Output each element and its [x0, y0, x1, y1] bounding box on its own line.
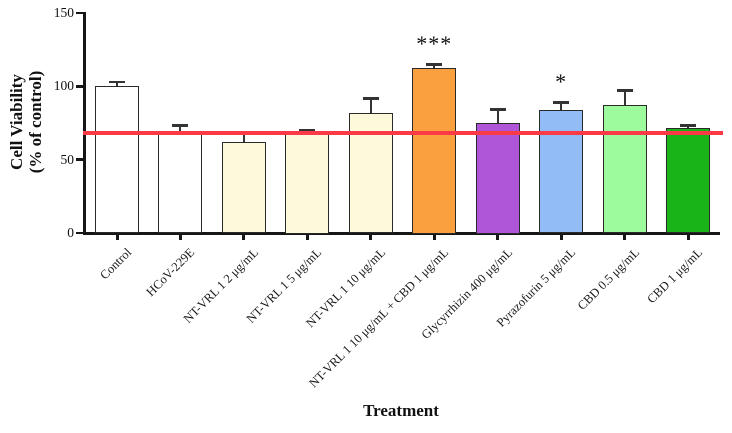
x-tick-mark — [115, 234, 119, 240]
x-tick-mark — [242, 234, 246, 240]
x-tick-mark — [496, 234, 500, 240]
error-bar-cap-pyrazofurin-5-g-ml — [553, 101, 570, 104]
error-bar-stem-hcov-229e — [179, 126, 182, 132]
y-tick-label: 100 — [53, 78, 74, 94]
error-bar-stem-cbd-0-5-g-ml — [623, 91, 626, 105]
significance-nt-vrl-1-10-g-ml-cbd-1-g-ml: *** — [416, 31, 453, 57]
x-axis-title: Treatment — [363, 401, 439, 420]
y-tick-mark — [76, 231, 83, 235]
x-tick-mark — [686, 234, 690, 240]
bar-nt-vrl-1-5-g-ml — [285, 134, 330, 234]
error-bar-stem-control — [116, 82, 118, 87]
error-bar-cap-cbd-1-g-ml — [680, 124, 697, 127]
y-tick-mark — [76, 85, 83, 88]
bar-nt-vrl-1-10-g-ml-cbd-1-g-ml — [412, 68, 457, 234]
y-tick-label: 0 — [67, 225, 74, 240]
bar-nt-vrl-1-2-g-ml — [221, 142, 266, 234]
error-bar-stem-glycyrrhizin-400-g-ml — [496, 110, 499, 123]
x-tick-mark — [369, 234, 373, 240]
x-tick-mark — [559, 234, 563, 240]
error-bar-cap-hcov-229e — [172, 124, 189, 127]
x-tick-mark — [305, 234, 309, 240]
significance-pyrazofurin-5-g-ml: * — [555, 69, 568, 95]
error-bar-cap-nt-vrl-1-10-g-ml-cbd-1-g-ml — [426, 63, 443, 66]
bar-pyrazofurin-5-g-ml — [539, 109, 584, 234]
x-tick-mark — [178, 234, 182, 240]
bar-control — [95, 86, 139, 234]
error-bar-stem-pyrazofurin-5-g-ml — [560, 103, 563, 110]
error-bar-stem-nt-vrl-1-10-g-ml-cbd-1-g-ml — [433, 65, 436, 68]
bar-glycyrrhizin-400-g-ml — [475, 123, 520, 234]
error-bar-stem-cbd-1-g-ml — [687, 126, 690, 129]
error-bar-cap-cbd-0-5-g-ml — [616, 89, 633, 92]
bar-cbd-1-g-ml — [666, 128, 711, 234]
x-tick-mark — [623, 234, 627, 240]
bar-cbd-0-5-g-ml — [602, 104, 647, 234]
y-axis-line — [83, 12, 86, 235]
x-tick-mark — [432, 234, 436, 240]
y-tick-mark — [76, 158, 83, 161]
error-bar-cap-glycyrrhizin-400-g-ml — [489, 108, 506, 111]
error-bar-cap-nt-vrl-1-10-g-ml — [362, 97, 379, 100]
x-axis-line — [83, 231, 720, 235]
y-tick-label: 50 — [60, 151, 75, 167]
bar-hcov-229e — [158, 131, 203, 234]
error-bar-stem-nt-vrl-1-2-g-ml — [242, 134, 245, 143]
y-tick-label: 150 — [53, 5, 74, 20]
error-bar-stem-nt-vrl-1-10-g-ml — [369, 99, 372, 113]
y-axis-label-line1: Cell Viability — [6, 74, 26, 170]
reference-line — [83, 130, 723, 135]
error-bar-cap-control — [109, 80, 125, 84]
y-tick-mark — [76, 11, 83, 15]
